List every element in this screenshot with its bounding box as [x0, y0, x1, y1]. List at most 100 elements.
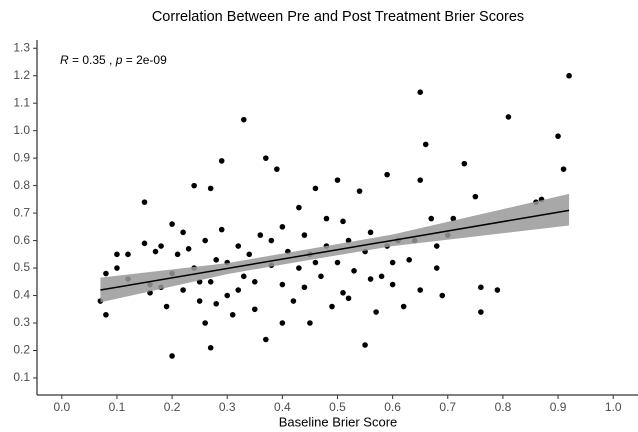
- point: [296, 204, 302, 211]
- point: [334, 177, 341, 183]
- point: [279, 320, 286, 326]
- point: [202, 237, 208, 244]
- point: [406, 257, 412, 263]
- point: [251, 278, 258, 285]
- annotation-part: = 2e-09: [122, 53, 167, 67]
- y-tick-label: 0.6: [13, 233, 30, 247]
- annotation-part: = 0.35 ,: [69, 53, 116, 67]
- point: [367, 229, 374, 236]
- point: [384, 171, 390, 178]
- point: [125, 251, 131, 258]
- annotation-part: p: [115, 53, 123, 67]
- regression-line: [100, 209, 570, 291]
- y-tick-label: 1.0: [13, 123, 30, 137]
- y-tick-label: 0.7: [13, 205, 30, 219]
- confidence-band: [100, 193, 570, 303]
- x-tick-label: 0.0: [53, 400, 70, 414]
- x-axis-label: Baseline Brier Score: [279, 414, 398, 429]
- x-tick-label: 0.3: [219, 400, 236, 414]
- y-tick-label: 1.1: [13, 95, 30, 109]
- point: [290, 298, 297, 304]
- point: [560, 166, 567, 172]
- point: [378, 273, 385, 280]
- point: [301, 232, 308, 238]
- point: [433, 265, 440, 271]
- point: [213, 257, 219, 263]
- point: [196, 298, 203, 304]
- y-tick-label: 0.3: [13, 315, 30, 329]
- point: [180, 287, 186, 293]
- point: [180, 229, 186, 236]
- point: [555, 133, 561, 139]
- point: [246, 251, 253, 258]
- x-tick-label: 0.9: [550, 400, 567, 414]
- point: [417, 177, 424, 183]
- point: [263, 155, 269, 161]
- point: [367, 276, 374, 282]
- point: [213, 300, 219, 307]
- point: [422, 141, 429, 148]
- point: [494, 287, 501, 293]
- point: [566, 72, 572, 79]
- x-tick-label: 0.6: [384, 400, 401, 414]
- point: [257, 232, 264, 238]
- point: [345, 295, 352, 302]
- x-tick-label: 0.4: [274, 400, 291, 414]
- x-tick-label: 0.7: [439, 400, 456, 414]
- point: [389, 259, 396, 266]
- point: [400, 303, 407, 310]
- point: [373, 309, 379, 315]
- point: [433, 243, 440, 249]
- point: [174, 251, 181, 258]
- point: [351, 268, 357, 274]
- point: [312, 259, 319, 266]
- point: [224, 292, 231, 299]
- point: [114, 251, 120, 258]
- point: [478, 284, 484, 291]
- point: [340, 218, 346, 225]
- point: [152, 248, 159, 255]
- point: [207, 185, 214, 192]
- point: [202, 320, 208, 326]
- point: [362, 342, 368, 348]
- y-tick-label: 0.8: [13, 178, 30, 192]
- point: [340, 289, 346, 296]
- y-tick-label: 0.4: [13, 288, 30, 302]
- point: [461, 160, 468, 167]
- point: [251, 306, 258, 313]
- point: [185, 246, 192, 252]
- point: [235, 287, 242, 293]
- point: [240, 116, 247, 123]
- point: [312, 185, 319, 192]
- point: [141, 199, 148, 205]
- point: [439, 292, 446, 299]
- y-tick-label: 0.9: [13, 150, 30, 164]
- point: [329, 303, 335, 310]
- x-tick-label: 0.2: [164, 400, 181, 414]
- point: [163, 303, 170, 310]
- point: [218, 158, 225, 164]
- point: [478, 309, 484, 315]
- point: [428, 215, 435, 222]
- point: [207, 278, 214, 285]
- point: [169, 353, 175, 359]
- y-tick-label: 1.3: [13, 40, 30, 54]
- point: [263, 336, 269, 343]
- y-tick-label: 0.5: [13, 260, 30, 274]
- point: [229, 311, 236, 318]
- point: [417, 287, 424, 293]
- point: [318, 273, 324, 280]
- point: [296, 265, 302, 271]
- point: [240, 273, 247, 280]
- x-tick-label: 0.5: [329, 400, 346, 414]
- point: [301, 284, 308, 291]
- point: [235, 243, 242, 249]
- point: [334, 259, 341, 266]
- annotation-part: R: [60, 53, 69, 67]
- point: [450, 215, 457, 222]
- point: [389, 281, 396, 288]
- point: [169, 221, 175, 227]
- point: [218, 226, 225, 233]
- y-tick-label: 1.2: [13, 68, 30, 82]
